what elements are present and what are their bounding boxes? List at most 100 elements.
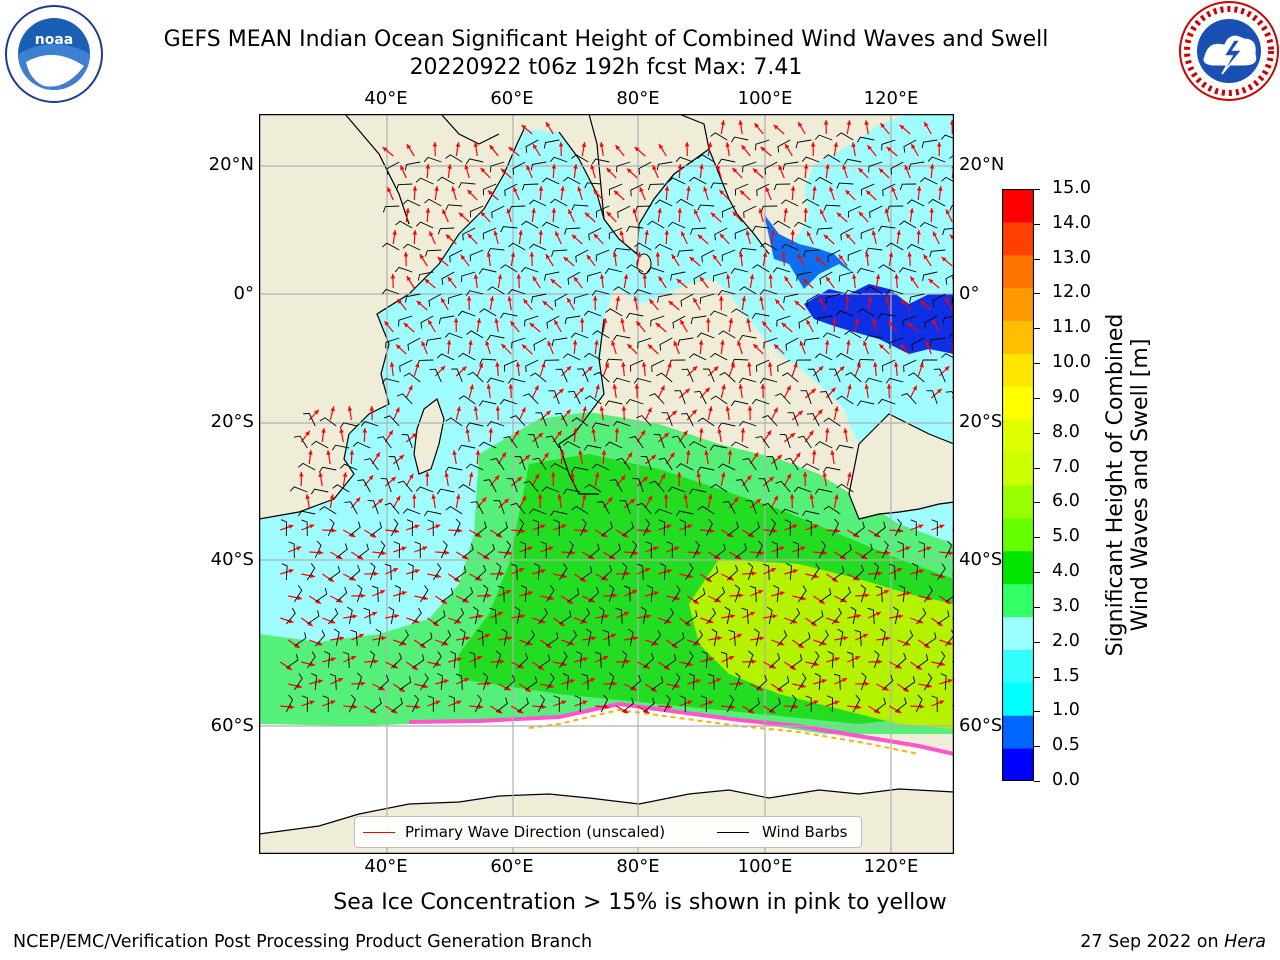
wind-barb — [921, 139, 938, 149]
wind-barb — [395, 220, 413, 229]
wave-direction-arrowhead — [486, 384, 492, 389]
wave-direction-arrowhead — [412, 230, 418, 235]
wave-direction-arrowhead — [544, 452, 549, 458]
wind-barb — [672, 315, 686, 329]
wind-barb — [692, 540, 700, 559]
wave-direction-arrowhead — [696, 472, 701, 477]
wind-barb — [926, 390, 938, 405]
wind-barb — [640, 456, 652, 471]
wind-barb — [659, 337, 673, 351]
wave-direction-arrowhead — [795, 452, 801, 458]
wind-barb — [615, 607, 623, 625]
wave-direction-arrowhead — [716, 164, 721, 170]
wind-barb — [743, 205, 757, 219]
colorbar-tick-label: 5.0 — [1052, 526, 1080, 547]
wind-barb — [490, 161, 505, 173]
wave-direction-arrowhead — [684, 388, 690, 394]
wave-direction-arrowhead — [480, 167, 486, 173]
wave-direction-arrowhead — [775, 299, 780, 305]
wind-barb — [731, 308, 749, 317]
wind-barb — [881, 540, 889, 559]
wave-direction-arrowhead — [358, 555, 364, 560]
wind-barb — [894, 652, 907, 669]
wind-barb — [348, 521, 361, 537]
wind-barb — [717, 463, 736, 471]
wind-barb — [696, 332, 715, 339]
wind-barb — [458, 484, 476, 493]
wave-direction-arrowhead — [709, 528, 715, 534]
colorbar-tick-mark — [1034, 293, 1040, 295]
wave-direction-arrowhead — [558, 142, 564, 147]
wave-direction-arrowhead — [567, 297, 572, 303]
wind-barb — [600, 521, 613, 537]
wind-barb — [705, 607, 717, 625]
wind-barb — [798, 632, 811, 647]
wave-direction-arrowhead — [674, 546, 680, 551]
wave-direction-arrowhead — [571, 234, 577, 240]
wind-barb — [680, 293, 694, 307]
wave-direction-arrowhead — [581, 142, 587, 147]
wind-barb — [753, 628, 760, 647]
wave-direction-arrowhead — [929, 164, 935, 169]
wave-direction-arrowhead — [847, 384, 852, 390]
wind-barb — [437, 227, 455, 235]
wave-direction-arrowhead — [547, 341, 552, 347]
wind-barb — [407, 337, 421, 351]
wave-direction-arrowhead — [676, 278, 682, 284]
wind-barb — [642, 652, 655, 669]
wind-barb — [579, 607, 591, 625]
wave-direction-arrowhead — [745, 230, 751, 236]
wave-direction-arrowhead — [518, 708, 524, 714]
wave-direction-arrowhead — [533, 144, 538, 150]
wind-barb — [427, 695, 434, 713]
wind-barb — [627, 628, 634, 647]
wave-direction-arrowhead — [623, 533, 629, 538]
wind-barb — [709, 310, 728, 317]
wave-direction-arrowhead — [602, 318, 608, 323]
wind-barb — [533, 563, 540, 581]
wave-direction-arrowhead — [797, 410, 803, 416]
wind-barb — [910, 519, 917, 537]
wind-barb — [440, 540, 448, 559]
wave-direction-arrowhead — [411, 494, 417, 499]
wave-direction-arrowhead — [422, 546, 428, 551]
wave-direction-arrowhead — [671, 254, 677, 260]
wave-direction-arrowhead — [431, 494, 436, 499]
wind-barb — [377, 436, 392, 449]
wind-barb — [766, 456, 778, 471]
wind-barb — [339, 463, 358, 471]
wind-barb — [307, 610, 320, 625]
wind-barb — [447, 293, 463, 304]
wave-direction-arrowhead — [467, 233, 473, 239]
wave-direction-arrowhead — [505, 686, 511, 691]
wave-direction-arrowhead — [360, 681, 366, 686]
svg-text:noaa: noaa — [35, 32, 73, 48]
wave-direction-arrowhead — [640, 430, 646, 436]
wave-direction-arrowhead — [307, 621, 313, 627]
wave-direction-arrowhead — [686, 186, 691, 191]
wind-barb — [545, 673, 555, 691]
wind-barb — [469, 205, 484, 218]
wind-barb — [595, 249, 610, 262]
wave-direction-arrowhead — [633, 296, 638, 301]
wind-barb — [583, 444, 602, 451]
wind-barb — [865, 247, 883, 254]
wave-direction-arrowhead — [704, 450, 709, 455]
wind-barb — [742, 161, 757, 173]
wind-barb — [567, 588, 580, 603]
wind-barb — [519, 541, 526, 559]
wave-direction-arrowhead — [941, 256, 947, 262]
wave-direction-arrowhead — [749, 274, 755, 279]
wind-barb — [458, 182, 476, 189]
wave-direction-arrowhead — [910, 276, 915, 282]
wind-barb — [453, 608, 465, 625]
wind-barb — [314, 630, 326, 647]
wave-direction-arrowhead — [551, 164, 557, 169]
wave-direction-arrowhead — [534, 385, 539, 391]
wave-direction-arrowhead — [308, 450, 313, 455]
wind-barb — [826, 695, 833, 713]
wave-direction-arrowhead — [688, 661, 693, 667]
wave-direction-arrowhead — [620, 475, 626, 481]
wind-barb — [780, 243, 799, 251]
wave-direction-arrowhead — [355, 497, 361, 503]
